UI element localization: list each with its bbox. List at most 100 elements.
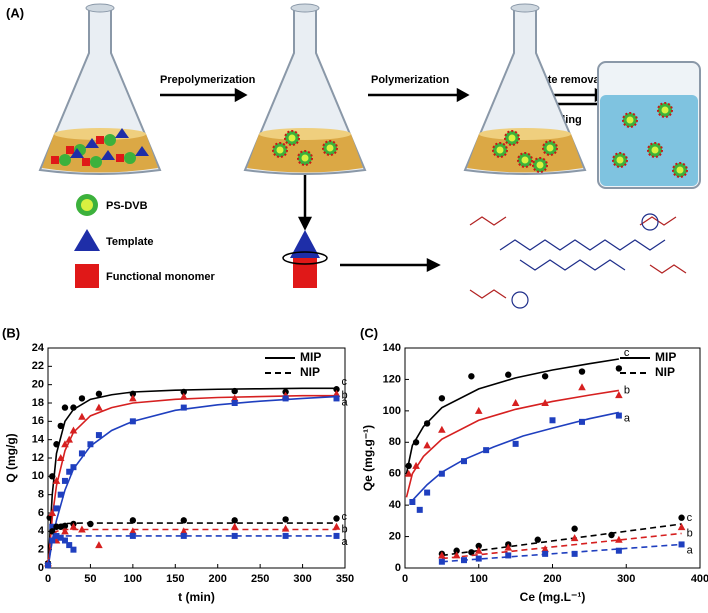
point	[78, 525, 86, 533]
curve-label: b	[342, 523, 348, 535]
particle-core	[326, 144, 334, 152]
point	[57, 534, 64, 541]
y-tick-label: 12	[32, 452, 44, 464]
fit-line	[441, 532, 682, 560]
legend-label: NIP	[300, 365, 320, 379]
point	[49, 537, 56, 544]
x-tick-label: 150	[166, 573, 184, 585]
point	[230, 522, 239, 530]
point	[405, 462, 412, 470]
particle-core	[521, 156, 529, 164]
template	[101, 150, 115, 160]
point	[549, 417, 556, 424]
step-label: Polymerization	[371, 74, 450, 86]
point	[468, 549, 475, 556]
panel-label: (A)	[6, 5, 24, 20]
point	[468, 373, 475, 380]
curve-label: b	[624, 384, 630, 396]
point	[180, 404, 187, 411]
plot-frame	[404, 347, 701, 569]
point	[333, 532, 340, 539]
fit-line	[47, 387, 337, 569]
point	[61, 522, 69, 530]
y-tick-label: 18	[32, 397, 44, 409]
legend-label: MIP	[300, 350, 321, 364]
molecule	[469, 213, 687, 309]
legend-label: PS-DVB	[106, 200, 148, 212]
point	[231, 517, 238, 524]
point	[475, 555, 482, 562]
point	[282, 395, 289, 402]
x-tick-label: 200	[209, 573, 227, 585]
point	[453, 547, 460, 554]
particle-core	[546, 144, 554, 152]
curve-label: b	[342, 390, 348, 402]
x-tick-label: 300	[293, 573, 311, 585]
x-tick-label: 300	[617, 573, 635, 585]
y-tick-label: 8	[38, 489, 44, 501]
y-tick-label: 0	[38, 562, 44, 574]
y-axis-label: Qe (mg.g⁻¹)	[361, 425, 375, 491]
point	[404, 469, 413, 477]
point	[65, 435, 74, 443]
point	[129, 517, 137, 524]
particle-core	[536, 161, 544, 169]
point	[230, 394, 239, 402]
curve-label: a	[624, 412, 631, 424]
template	[70, 148, 84, 158]
point	[438, 425, 446, 433]
legend-label: NIP	[655, 365, 675, 379]
point	[61, 537, 68, 544]
point	[95, 432, 102, 439]
y-tick-label: 24	[32, 342, 45, 354]
point	[69, 522, 78, 530]
point	[678, 514, 685, 521]
point	[231, 532, 238, 539]
point	[53, 505, 60, 512]
point	[61, 527, 69, 535]
point	[615, 547, 622, 554]
template	[85, 138, 99, 148]
x-tick-label: 0	[45, 573, 51, 585]
point	[52, 476, 61, 484]
particle-core	[616, 156, 624, 164]
point	[678, 541, 685, 548]
point	[129, 527, 137, 535]
curve-label: a	[687, 544, 694, 556]
point	[452, 551, 461, 559]
point	[95, 403, 103, 411]
legend-label: Functional monomer	[106, 271, 216, 283]
point	[95, 541, 103, 549]
point	[53, 441, 60, 448]
point	[87, 441, 94, 448]
point	[48, 509, 57, 516]
point	[95, 390, 103, 398]
curve-label: b	[687, 527, 693, 539]
point	[505, 552, 512, 559]
legend-label: Template	[106, 236, 153, 248]
particle-core	[508, 134, 516, 142]
template	[115, 128, 129, 138]
point	[412, 439, 420, 446]
point	[475, 542, 482, 550]
point	[282, 516, 289, 523]
point	[78, 412, 86, 420]
point	[180, 517, 187, 524]
y-tick-label: 10	[32, 470, 44, 482]
y-tick-label: 100	[383, 405, 401, 417]
point	[412, 461, 420, 469]
flask-rim	[510, 3, 540, 13]
curve-label: a	[342, 396, 349, 408]
y-tick-label: 14	[32, 434, 45, 446]
monomer	[116, 154, 124, 162]
y-tick-label: 20	[32, 379, 44, 391]
point	[45, 562, 51, 569]
point	[541, 373, 549, 380]
y-tick-label: 80	[389, 436, 401, 448]
point	[571, 525, 578, 532]
point	[332, 522, 341, 530]
point	[534, 536, 541, 543]
particle	[59, 154, 71, 166]
point	[608, 531, 615, 539]
x-tick-label: 0	[402, 573, 408, 585]
